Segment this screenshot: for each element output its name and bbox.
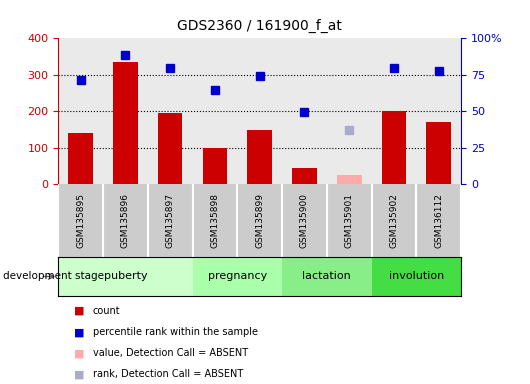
Text: GSM136112: GSM136112: [434, 194, 443, 248]
Text: value, Detection Call = ABSENT: value, Detection Call = ABSENT: [93, 348, 248, 358]
Bar: [382, 111, 407, 184]
Text: GSM135897: GSM135897: [166, 193, 175, 248]
Bar: [192, 257, 282, 296]
Bar: [427, 122, 451, 184]
Bar: [372, 257, 461, 296]
Bar: [58, 257, 192, 296]
Text: GSM135896: GSM135896: [121, 193, 130, 248]
Bar: [202, 148, 227, 184]
Text: GSM135899: GSM135899: [255, 193, 264, 248]
Bar: [192, 38, 237, 184]
Bar: [417, 38, 461, 184]
Text: ■: ■: [74, 369, 85, 379]
Text: GSM135900: GSM135900: [300, 193, 309, 248]
Text: GSM135895: GSM135895: [76, 193, 85, 248]
Bar: [327, 38, 372, 184]
Bar: [58, 38, 103, 184]
Text: pregnancy: pregnancy: [208, 271, 267, 281]
Text: GSM135902: GSM135902: [390, 194, 399, 248]
Text: GSM135898: GSM135898: [210, 193, 219, 248]
Bar: [237, 38, 282, 184]
Bar: [337, 175, 361, 184]
Text: GSM135901: GSM135901: [344, 193, 354, 248]
Text: ■: ■: [74, 306, 85, 316]
Title: GDS2360 / 161900_f_at: GDS2360 / 161900_f_at: [177, 19, 342, 33]
Bar: [158, 113, 182, 184]
Bar: [113, 62, 138, 184]
Text: count: count: [93, 306, 120, 316]
Bar: [372, 38, 417, 184]
Text: involution: involution: [388, 271, 444, 281]
Bar: [282, 257, 372, 296]
Text: puberty: puberty: [104, 271, 147, 281]
Bar: [282, 38, 327, 184]
Text: percentile rank within the sample: percentile rank within the sample: [93, 327, 258, 337]
Bar: [148, 38, 192, 184]
Bar: [68, 133, 93, 184]
Text: development stage: development stage: [3, 271, 104, 281]
Bar: [248, 130, 272, 184]
Text: rank, Detection Call = ABSENT: rank, Detection Call = ABSENT: [93, 369, 243, 379]
Bar: [103, 38, 148, 184]
Text: lactation: lactation: [303, 271, 351, 281]
Text: ■: ■: [74, 327, 85, 337]
Text: ■: ■: [74, 348, 85, 358]
Bar: [292, 168, 317, 184]
